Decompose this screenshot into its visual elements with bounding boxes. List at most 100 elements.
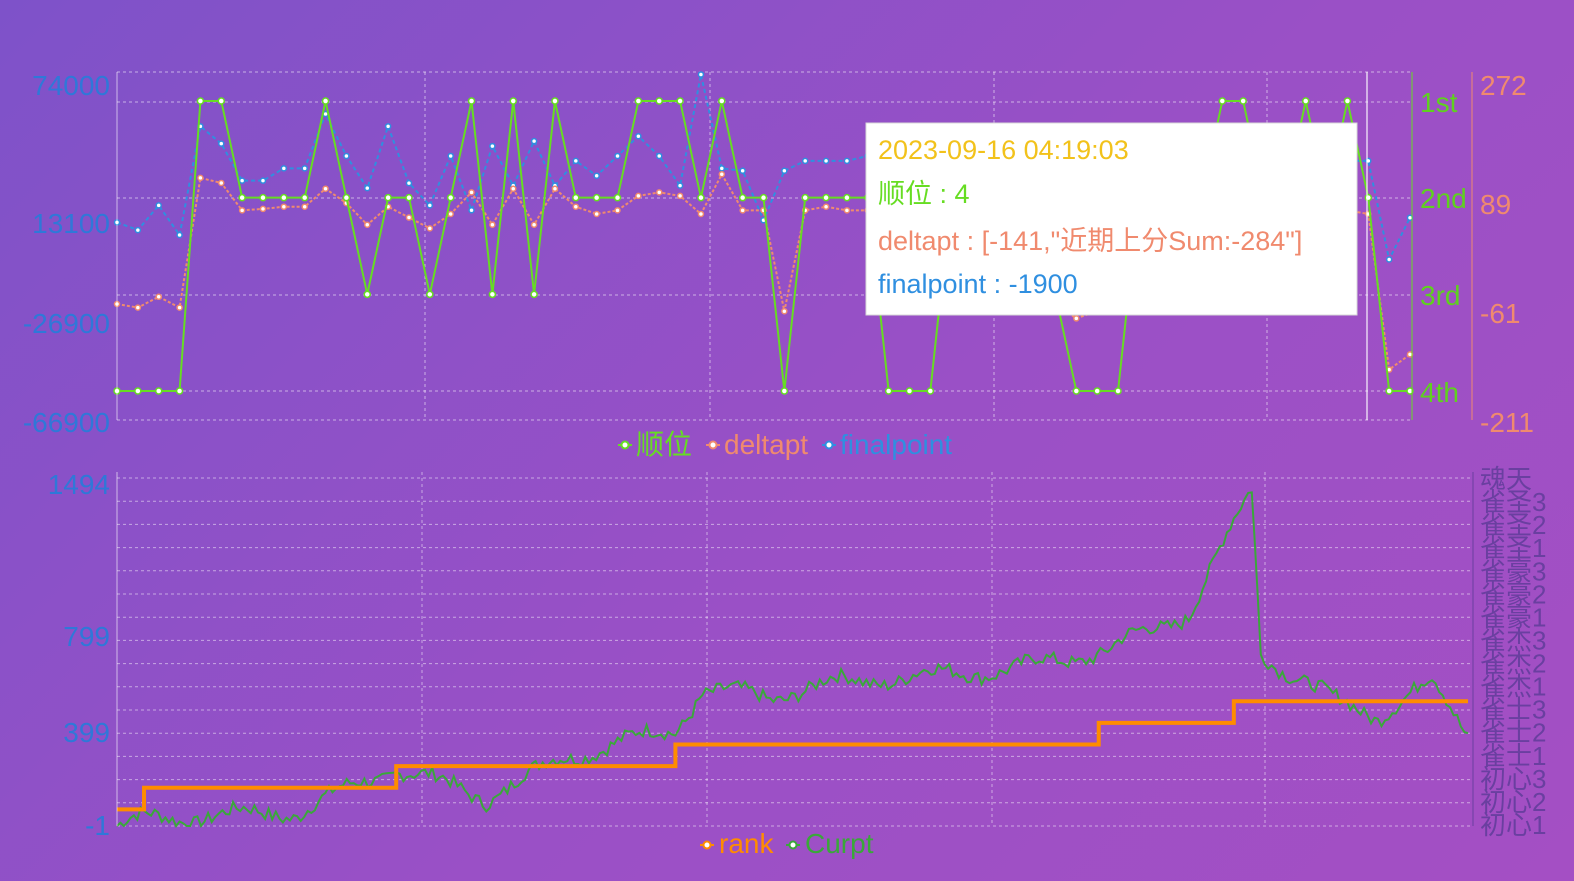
rank-point[interactable] — [718, 97, 726, 105]
finalpoint-point[interactable] — [238, 177, 246, 184]
deltapt-point[interactable] — [426, 225, 434, 232]
legend-item-curpt[interactable]: Curpt — [786, 828, 874, 859]
finalpoint-point[interactable] — [572, 157, 580, 165]
rank-point[interactable] — [488, 290, 497, 299]
rank-point[interactable] — [759, 193, 768, 202]
finalpoint-point[interactable] — [259, 177, 267, 184]
finalpoint-point[interactable] — [301, 165, 308, 172]
rank-point[interactable] — [572, 193, 580, 202]
rank-point[interactable] — [530, 290, 538, 299]
rank-point[interactable] — [446, 193, 455, 202]
deltapt-point[interactable] — [259, 205, 267, 213]
finalpoint-point[interactable] — [364, 184, 371, 192]
rank-point[interactable] — [1385, 387, 1393, 395]
deltapt-point[interactable] — [1073, 315, 1080, 322]
chart2-legend[interactable]: rank Curpt — [700, 828, 874, 859]
rank-point[interactable] — [676, 97, 684, 105]
deltapt-point[interactable] — [572, 203, 580, 210]
rank-point[interactable] — [1239, 97, 1247, 105]
deltapt-point[interactable] — [301, 203, 308, 210]
deltapt-point[interactable] — [509, 185, 517, 192]
finalpoint-point[interactable] — [635, 132, 642, 140]
rank-point[interactable] — [217, 97, 226, 105]
finalpoint-point[interactable] — [593, 172, 600, 179]
deltapt-point[interactable] — [134, 304, 142, 311]
deltapt-point[interactable] — [676, 192, 684, 200]
deltapt-point[interactable] — [489, 221, 496, 228]
finalpoint-point[interactable] — [343, 152, 350, 160]
finalpoint-point[interactable] — [697, 71, 705, 78]
rank-point[interactable] — [551, 97, 559, 105]
chart1-legend[interactable]: 顺位 deltapt finalpoint — [618, 429, 952, 460]
rank-point[interactable] — [780, 387, 789, 395]
rank-point[interactable] — [905, 387, 914, 395]
finalpoint-point[interactable] — [801, 157, 809, 165]
deltapt-point[interactable] — [593, 210, 600, 218]
finalpoint-point[interactable] — [739, 167, 746, 175]
deltapt-point[interactable] — [238, 207, 246, 214]
deltapt-point[interactable] — [739, 207, 746, 214]
rank-point[interactable] — [1093, 387, 1101, 395]
rank-point[interactable] — [697, 193, 705, 202]
rank-point[interactable] — [1218, 97, 1227, 105]
finalpoint-point[interactable] — [676, 182, 684, 189]
rank-point[interactable] — [509, 97, 517, 105]
rank-point[interactable] — [926, 387, 935, 395]
rank-point[interactable] — [280, 193, 288, 202]
finalpoint-point[interactable] — [781, 167, 788, 175]
rank-point[interactable] — [238, 193, 246, 202]
deltapt-point[interactable] — [614, 207, 621, 214]
rank-point[interactable] — [801, 193, 809, 202]
rank-point[interactable] — [738, 193, 747, 202]
finalpoint-point[interactable] — [822, 157, 830, 165]
deltapt-point[interactable] — [530, 221, 538, 228]
rank-point[interactable] — [1364, 193, 1373, 202]
rank-point[interactable] — [154, 387, 163, 395]
finalpoint-point[interactable] — [530, 137, 538, 145]
legend-item-rank[interactable]: 顺位 — [618, 429, 692, 460]
rank-point[interactable] — [384, 193, 392, 202]
rank-point[interactable] — [1343, 97, 1352, 105]
rank-point[interactable] — [134, 387, 142, 395]
deltapt-point[interactable] — [551, 185, 559, 192]
rank-point[interactable] — [592, 193, 601, 202]
rank-point[interactable] — [613, 193, 622, 202]
finalpoint-point[interactable] — [218, 140, 225, 147]
rank-point[interactable] — [405, 193, 413, 202]
rank-point[interactable] — [175, 387, 184, 395]
deltapt-point[interactable] — [655, 189, 663, 196]
deltapt-point[interactable] — [781, 307, 788, 315]
rank-point[interactable] — [1072, 387, 1081, 395]
rank-point[interactable] — [1114, 387, 1122, 395]
finalpoint-point[interactable] — [134, 226, 142, 234]
rank-point[interactable] — [196, 97, 205, 105]
finalpoint-point[interactable] — [718, 165, 726, 172]
deltapt-point[interactable] — [822, 203, 830, 210]
rank-point[interactable] — [655, 97, 663, 105]
legend-item-finalpoint[interactable]: finalpoint — [822, 429, 952, 460]
deltapt-point[interactable] — [718, 171, 726, 178]
rank-point[interactable] — [342, 193, 351, 202]
finalpoint-point[interactable] — [1385, 256, 1393, 263]
deltapt-point[interactable] — [218, 179, 225, 187]
rank-point[interactable] — [467, 97, 476, 105]
rank-point[interactable] — [300, 193, 309, 202]
legend-item-deltapt[interactable]: deltapt — [706, 429, 808, 460]
rank-point[interactable] — [426, 290, 434, 299]
rank-point[interactable] — [259, 193, 267, 202]
rank-point[interactable] — [1301, 97, 1310, 105]
deltapt-point[interactable] — [197, 174, 204, 182]
rank-point[interactable] — [634, 97, 643, 105]
finalpoint-point[interactable] — [614, 152, 621, 160]
finalpoint-point[interactable] — [155, 202, 162, 209]
legend-item-rank-step[interactable]: rank — [700, 828, 774, 859]
finalpoint-point[interactable] — [426, 202, 434, 209]
deltapt-point[interactable] — [447, 210, 454, 218]
rank-point[interactable] — [843, 193, 851, 202]
finalpoint-point[interactable] — [655, 152, 663, 160]
rank-point[interactable] — [363, 290, 372, 299]
deltapt-point[interactable] — [635, 192, 642, 200]
finalpoint-point[interactable] — [405, 179, 413, 187]
deltapt-point[interactable] — [843, 207, 851, 214]
deltapt-point[interactable] — [697, 210, 705, 218]
